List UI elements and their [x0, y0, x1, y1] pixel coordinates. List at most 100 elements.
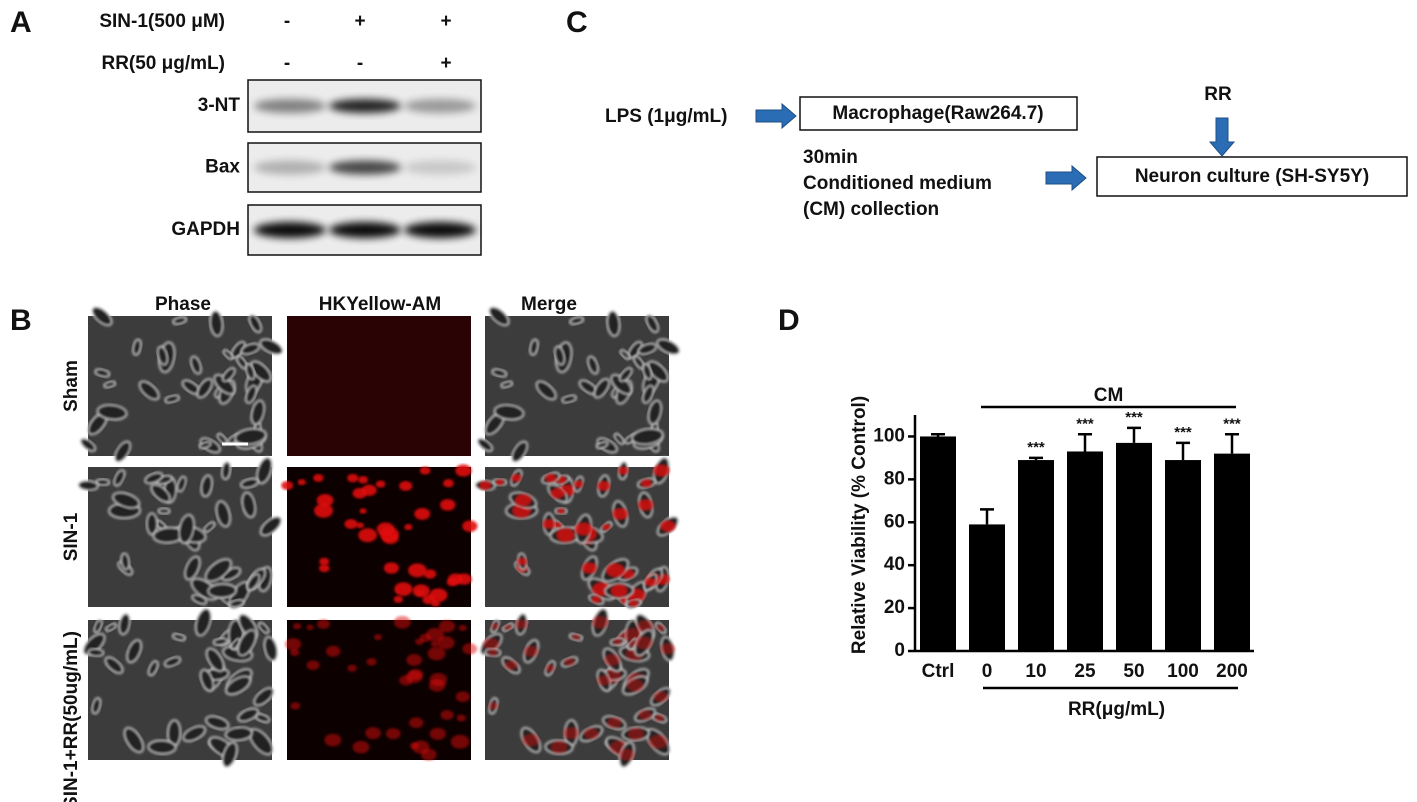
panel-letter: D: [778, 304, 800, 337]
cell: [91, 697, 102, 715]
cell: [224, 726, 253, 742]
cell: [93, 619, 103, 634]
cell: [607, 717, 622, 729]
cell: [591, 615, 609, 629]
cell: [325, 645, 341, 657]
cell: [427, 646, 446, 661]
cell: [438, 620, 456, 633]
cell: [215, 500, 231, 528]
cell: [440, 499, 456, 511]
cell: [635, 636, 653, 650]
cell: [554, 522, 562, 529]
cell: [253, 687, 275, 707]
cell: [623, 627, 643, 642]
band: [404, 160, 476, 175]
cell: [613, 638, 622, 645]
y-tick-label: 0: [894, 640, 905, 661]
cell: [356, 522, 364, 529]
cell: [595, 440, 609, 450]
cell: [375, 480, 386, 488]
group-label: CM: [1094, 385, 1124, 406]
cell: [284, 638, 302, 651]
cell: [249, 360, 272, 383]
arrow: [1045, 164, 1087, 192]
cell: [553, 345, 566, 366]
cell: [550, 487, 565, 499]
cell: [198, 440, 212, 450]
cell: [319, 557, 330, 566]
cell: [406, 654, 423, 666]
cell: [642, 363, 653, 381]
cell: [317, 619, 330, 629]
cell: [157, 507, 171, 515]
cell: [504, 660, 518, 671]
cell: [112, 491, 141, 509]
step: Conditioned medium: [803, 173, 992, 194]
x-axis-label: RR(μg/mL): [1068, 699, 1165, 720]
cell: [358, 528, 377, 543]
cell: [163, 656, 182, 668]
cell: [306, 660, 320, 671]
cell: [423, 569, 437, 579]
cell: [618, 748, 635, 761]
cell: [347, 664, 357, 672]
treatment-sign: +: [440, 53, 451, 74]
cell: [581, 562, 597, 574]
cell: [419, 466, 431, 475]
cell: [205, 715, 230, 731]
cell: [91, 306, 113, 327]
cell: [442, 479, 454, 488]
cell: [415, 638, 424, 645]
cell: [488, 648, 498, 657]
cell: [646, 360, 669, 383]
cell: [103, 380, 117, 389]
cell: [593, 378, 611, 399]
treatment: RR: [1204, 84, 1232, 105]
neuron: Neuron culture (SH-SY5Y): [1135, 166, 1369, 187]
treatment-sign: -: [357, 53, 363, 74]
cell: [383, 562, 399, 574]
y-axis-label: Relative Viability (% Control): [849, 396, 870, 654]
y-tick-label: 100: [873, 425, 905, 446]
neuron-box: [1096, 156, 1408, 197]
error-bar: [931, 433, 945, 437]
cell: [156, 345, 169, 366]
cell: [228, 598, 245, 609]
cell: [455, 691, 470, 703]
cell: [647, 399, 663, 426]
significance: ***: [1223, 415, 1241, 432]
micrograph: [77, 456, 283, 610]
cell: [612, 507, 629, 520]
cell: [234, 427, 267, 446]
column-header: Merge: [521, 294, 577, 315]
cell: [95, 478, 111, 487]
error-bar: [1127, 426, 1141, 443]
cell: [144, 471, 164, 485]
cell: [204, 558, 233, 583]
bar: [920, 436, 956, 651]
significance: ***: [1076, 415, 1094, 432]
cell: [542, 519, 556, 529]
stimulus: LPS (1μg/mL): [605, 106, 727, 127]
x-tick-label: Ctrl: [922, 661, 955, 682]
cell: [263, 635, 279, 662]
cell: [150, 483, 172, 503]
micrograph: [82, 607, 279, 768]
arrow: [1208, 117, 1236, 157]
cell: [297, 479, 306, 486]
cell: [196, 378, 214, 399]
cell: [225, 675, 252, 696]
cell: [241, 491, 257, 519]
cell: [602, 524, 611, 531]
cell: [493, 404, 525, 421]
cell: [479, 480, 492, 490]
cell: [425, 627, 445, 642]
micrograph: [474, 456, 680, 610]
cell: [222, 349, 234, 360]
cell: [412, 584, 430, 598]
cell: [237, 707, 259, 723]
treatment-label: SIN-1(500 μM): [99, 11, 225, 32]
cell: [399, 675, 413, 686]
cell: [120, 552, 131, 571]
